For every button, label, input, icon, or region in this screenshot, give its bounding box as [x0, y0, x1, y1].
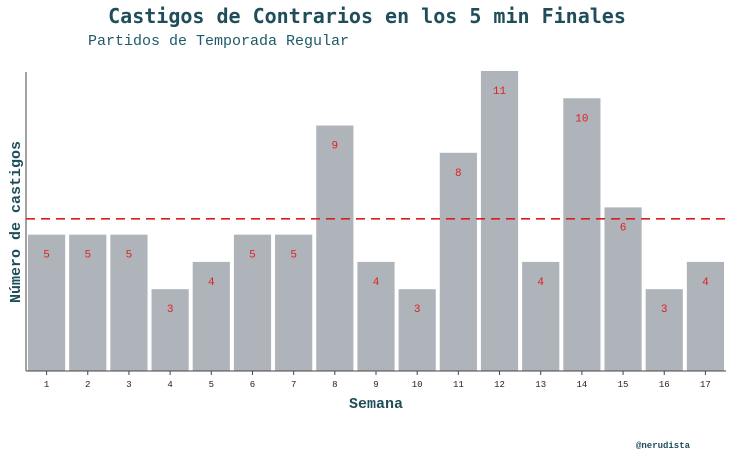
x-tick-label: 8: [332, 380, 337, 390]
x-tick-label: 5: [209, 380, 214, 390]
bar-value-label: 5: [290, 250, 297, 262]
bar-value-label: 3: [414, 304, 421, 316]
x-tick-label: 16: [659, 380, 670, 390]
bar-value-label: 5: [43, 250, 50, 262]
bar-week-12: [480, 71, 519, 371]
x-tick-label: 10: [412, 380, 423, 390]
bar-value-label: 3: [167, 304, 174, 316]
bar-value-label: 10: [575, 113, 588, 125]
bar-week-13: [522, 261, 560, 371]
chart-title: Castigos de Contrarios en los 5 min Fina…: [108, 4, 626, 28]
bar-week-2: [69, 234, 107, 371]
x-tick-label: 11: [453, 380, 464, 390]
bar-value-label: 6: [620, 222, 627, 234]
bars-group: [28, 71, 724, 371]
x-tick-label: 6: [250, 380, 255, 390]
bar-week-16: [645, 289, 683, 371]
x-tick-label: 15: [618, 380, 629, 390]
bar-value-label: 8: [455, 168, 462, 180]
bar-week-4: [151, 289, 189, 371]
bar-week-7: [275, 234, 313, 371]
bar-week-3: [110, 234, 148, 371]
chart-subtitle: Partidos de Temporada Regular: [88, 33, 350, 50]
bar-week-1: [28, 234, 66, 371]
bar-value-label: 4: [208, 277, 215, 289]
bar-week-10: [398, 289, 436, 371]
x-tick-label: 1: [44, 380, 49, 390]
bar-value-label: 5: [126, 250, 133, 262]
bar-week-9: [357, 261, 395, 371]
bar-value-label: 5: [84, 250, 91, 262]
bar-value-label: 11: [493, 86, 507, 98]
x-tick-label: 14: [576, 380, 587, 390]
x-tick-label: 17: [700, 380, 711, 390]
bar-value-label: 9: [332, 141, 339, 153]
value-labels-group: 5 5 5 3 4 5 5 9 4 3 8 11 4 10 6 3 4: [43, 86, 709, 316]
x-tick-label: 7: [291, 380, 296, 390]
x-tick-label: 13: [535, 380, 546, 390]
bar-week-17: [686, 261, 724, 371]
bar-value-label: 5: [249, 250, 256, 262]
x-ticks-group: 1 2 3 4 5 6 7 8 9 10 11 12 13 14 15 16 17: [44, 371, 711, 390]
x-tick-label: 3: [126, 380, 131, 390]
bar-value-label: 4: [373, 277, 380, 289]
bar-week-14: [563, 98, 601, 371]
bar-week-11: [439, 152, 477, 371]
x-tick-label: 2: [85, 380, 90, 390]
credit-text: @nerudista: [636, 441, 691, 451]
y-axis-title: Número de castigos: [8, 141, 25, 303]
bar-value-label: 4: [702, 277, 709, 289]
bar-value-label: 3: [661, 304, 668, 316]
bar-week-8: [316, 125, 354, 371]
bar-value-label: 4: [537, 277, 544, 289]
bar-week-5: [192, 261, 230, 371]
bar-week-6: [233, 234, 272, 371]
x-tick-label: 4: [167, 380, 172, 390]
x-axis-title: Semana: [349, 396, 403, 413]
x-tick-label: 12: [494, 380, 505, 390]
x-tick-label: 9: [373, 380, 378, 390]
bar-week-15: [604, 207, 642, 371]
